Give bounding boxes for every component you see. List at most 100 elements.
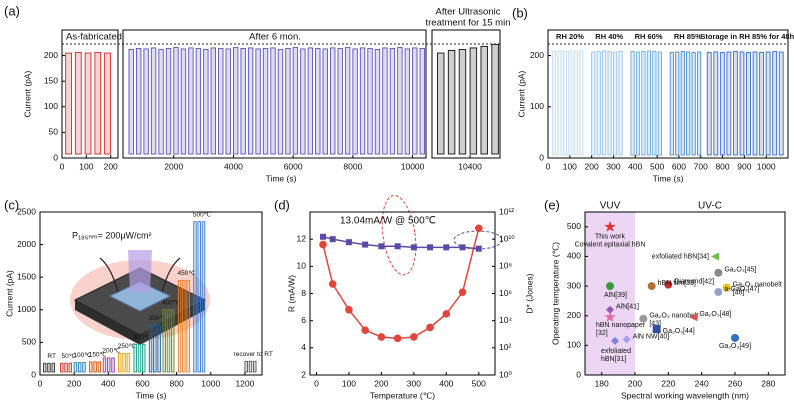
plot-frame — [39, 211, 263, 376]
pulse — [157, 324, 161, 373]
y-tick-label: 12 — [297, 233, 307, 243]
series-label: 250℃ — [118, 343, 137, 350]
pulse — [733, 51, 738, 156]
pulse — [491, 43, 499, 155]
pulse — [382, 47, 388, 155]
point — [345, 239, 352, 246]
pulse — [765, 51, 771, 156]
pulse — [51, 362, 55, 373]
probe — [99, 257, 181, 293]
pulse — [772, 51, 778, 156]
pulse — [759, 52, 765, 156]
pulse — [42, 362, 47, 373]
x-tick-label: 400 — [101, 378, 115, 388]
pulse — [657, 51, 662, 156]
pulse — [255, 48, 261, 155]
point — [689, 313, 698, 322]
y-tick-label: 50 — [49, 127, 59, 137]
x-tick-label: 200 — [104, 161, 118, 171]
x-tick-label: 0 — [314, 378, 319, 388]
plot-frame — [61, 29, 119, 159]
series-label: recover to RT — [234, 351, 273, 358]
x-tick-label: 400 — [628, 161, 642, 171]
point — [474, 224, 483, 233]
y-tick-label: 2500 — [17, 206, 36, 216]
pulse — [285, 47, 291, 155]
y-tick-label: 100 — [530, 101, 544, 111]
y-tick-label: 1500 — [17, 271, 36, 281]
device-inset — [70, 250, 210, 345]
pulse — [270, 47, 276, 155]
point-label: Ga₂O₃[48] — [699, 311, 731, 318]
x-tick-label: 600 — [672, 161, 686, 171]
y-tick-label: 8 — [301, 288, 306, 298]
y-tick-label: 10⁸ — [499, 261, 512, 271]
annotation: After 6 mon. — [249, 32, 301, 43]
panel-label: (c) — [4, 197, 19, 212]
x-axis-label: Time (s) — [266, 173, 297, 183]
x-tick-label: 0 — [60, 161, 65, 171]
point — [378, 243, 385, 250]
y-tick-label: 6 — [301, 315, 306, 325]
series-label: RT — [47, 353, 56, 360]
pulse — [73, 362, 78, 373]
panel-label: (e) — [544, 197, 560, 212]
point — [711, 252, 719, 261]
series-label: RH 85% — [674, 32, 702, 41]
pulse — [641, 51, 646, 156]
point — [714, 288, 723, 297]
region-label: VUV — [600, 201, 621, 212]
x-tick-label: 800 — [715, 161, 729, 171]
pulse — [126, 352, 131, 373]
point-label: Ga₂O₃[44] — [663, 328, 695, 335]
point-label: hBN[31] — [601, 356, 626, 363]
x-tick-label: 10400 — [458, 161, 482, 171]
y-tick-label: 0 — [31, 369, 36, 379]
pulse — [344, 46, 351, 155]
pulse — [739, 51, 745, 156]
pulse — [104, 52, 111, 155]
point — [459, 244, 466, 251]
y-axis-label: R (mA/W) — [286, 275, 296, 312]
pulse — [173, 46, 179, 155]
x-tick-label: 0 — [546, 161, 551, 171]
point — [427, 244, 434, 251]
pulse — [562, 51, 567, 156]
y-tick-label: 10 — [297, 261, 307, 271]
series-label: 450℃ — [178, 270, 197, 277]
series-label: RH 40% — [595, 32, 623, 41]
y2-axis-label: D* (Jones) — [524, 273, 534, 313]
pulse — [193, 221, 197, 373]
pulse — [133, 343, 137, 373]
pulse — [322, 48, 328, 155]
point — [361, 326, 369, 334]
point-label: [32] — [596, 330, 608, 337]
pulse — [60, 362, 64, 373]
plot-frame — [122, 29, 427, 159]
pulse — [111, 357, 115, 373]
point — [345, 306, 353, 314]
point — [652, 325, 661, 334]
pulse — [107, 357, 111, 373]
highlight-ellipse — [381, 195, 417, 276]
x-tick-label: 200 — [628, 378, 642, 388]
pulse — [180, 48, 187, 155]
point — [328, 280, 337, 288]
region-label: UV-C — [698, 201, 722, 212]
pulse — [330, 47, 336, 155]
pulse — [447, 50, 456, 155]
pulse — [248, 360, 253, 373]
pulse — [195, 47, 202, 155]
y-tick-label: 100 — [44, 101, 58, 111]
pulse — [337, 47, 343, 155]
point — [394, 243, 401, 250]
pulse — [162, 309, 166, 373]
pulse — [359, 47, 366, 155]
pulse — [203, 49, 209, 155]
pulse — [551, 51, 557, 156]
x-tick-label: 800 — [170, 378, 184, 388]
pulse — [568, 50, 573, 156]
pulse — [233, 46, 239, 155]
pulse — [150, 47, 157, 155]
